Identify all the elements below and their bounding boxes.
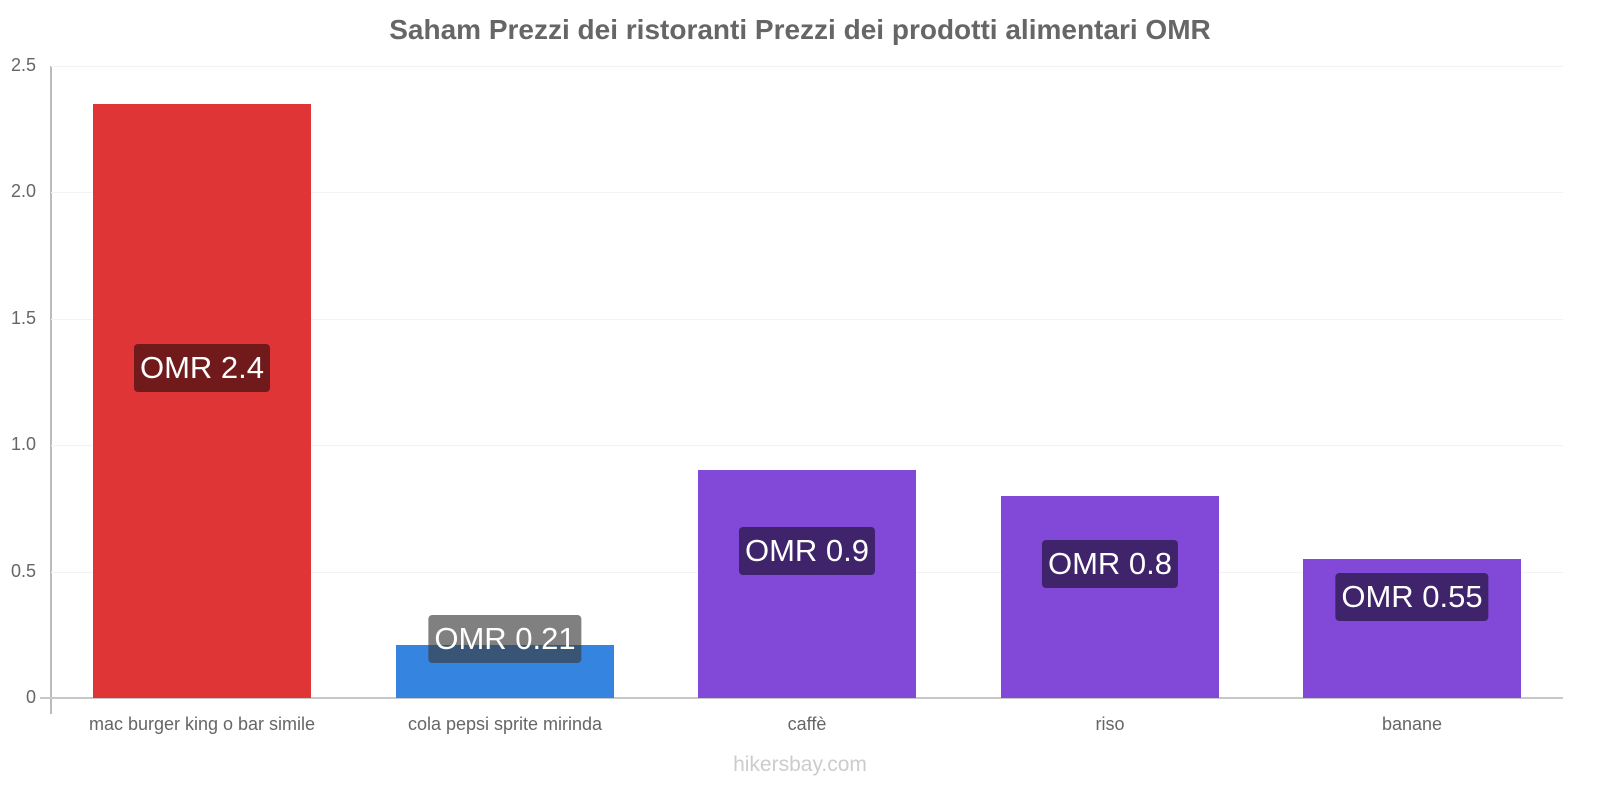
y-tick-label: 0.5	[10, 560, 36, 581]
bar-2[interactable]	[698, 470, 916, 698]
x-tick-label: mac burger king o bar simile	[88, 714, 316, 734]
y-tick-label: 0	[25, 687, 36, 707]
y-tick-label: 1.0	[10, 434, 36, 455]
bar-value-label: OMR 0.55	[1335, 573, 1489, 621]
bar-0[interactable]	[93, 103, 311, 698]
x-axis-line	[40, 697, 1563, 699]
chart-title: Saham Prezzi dei ristoranti Prezzi dei p…	[389, 14, 1211, 45]
x-tick-label: banane	[1381, 714, 1443, 734]
bar-value-label: OMR 0.8	[1041, 540, 1179, 588]
x-tick-label: caffè	[787, 714, 827, 734]
x-tick-label: riso	[1095, 714, 1125, 734]
gridline	[51, 318, 1563, 320]
gridline	[51, 66, 1563, 67]
bar-value-label: OMR 0.9	[738, 527, 876, 575]
x-tick-label: cola pepsi sprite mirinda	[407, 714, 603, 734]
gridline	[51, 445, 1563, 447]
gridline	[51, 192, 1563, 194]
bar-value-label: OMR 0.21	[428, 615, 582, 663]
y-tick-label: 2.0	[10, 181, 36, 202]
y-axis-line	[50, 66, 52, 714]
bar-3[interactable]	[1001, 495, 1219, 698]
bar-value-label: OMR 2.4	[133, 344, 271, 392]
y-tick-label: 2.5	[10, 55, 36, 75]
y-tick-label: 1.5	[10, 307, 36, 328]
watermark: hikersbay.com	[733, 753, 867, 776]
